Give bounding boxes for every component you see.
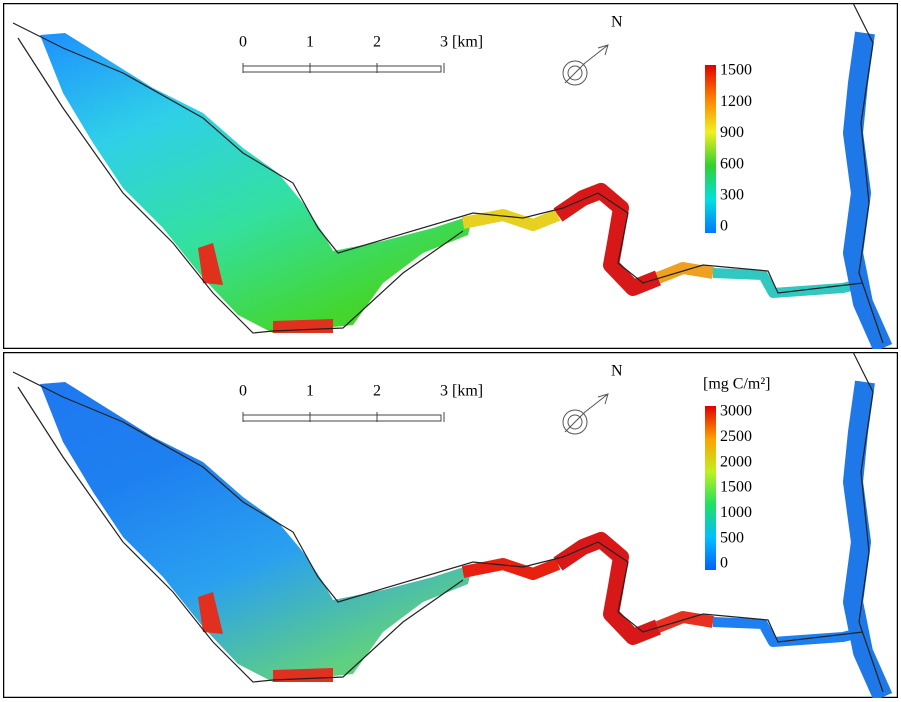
map-panel: 0 1 2 3 [km] N [mg C/m²] 3000 2500 2000 1500 1000 5… — [3, 352, 898, 698]
colorbar — [705, 406, 716, 570]
lake — [40, 33, 473, 333]
scale-label: 0 — [239, 34, 247, 51]
shoreline — [12, 22, 864, 294]
north-symbol — [562, 60, 588, 86]
colorbar-label: 0 — [720, 218, 728, 235]
hotspot — [198, 243, 223, 285]
scale-label: 3 [km] — [440, 383, 483, 400]
shoreline — [852, 3, 884, 344]
north-label: N — [611, 14, 623, 31]
river — [553, 183, 661, 296]
colorbar-label: 1200 — [720, 93, 752, 110]
north-arrow — [564, 44, 609, 84]
colorbar-label: 2500 — [720, 428, 752, 445]
colorbar-label: 300 — [720, 186, 744, 203]
scale-label: 2 — [373, 34, 381, 51]
river — [461, 209, 561, 231]
colorbar-label: 1500 — [720, 479, 752, 496]
colorbar-label: 2000 — [720, 453, 752, 470]
scale-bar — [242, 414, 442, 422]
river — [461, 558, 561, 580]
scale-label: 0 — [239, 383, 247, 400]
colorbar-label: 1000 — [720, 504, 752, 521]
river — [655, 611, 714, 633]
colorbar-label: 0 — [720, 555, 728, 572]
scale-bar — [242, 65, 442, 73]
colorbar — [705, 65, 716, 233]
north-symbol — [567, 414, 583, 430]
river — [553, 532, 661, 645]
colorbar-label: 900 — [720, 124, 744, 141]
shoreline — [17, 37, 464, 334]
river — [843, 31, 893, 349]
scale-label: 2 — [373, 383, 381, 400]
colorbar-label: 3000 — [720, 403, 752, 420]
north-arrow — [564, 393, 609, 433]
scale-label: 1 — [306, 383, 314, 400]
map-panel: 0 1 2 3 [km] N 1500 1200 900 600 300 0 — [3, 3, 898, 349]
scale-label: 1 — [306, 34, 314, 51]
colorbar-label: 1500 — [720, 62, 752, 79]
scale-label: 3 [km] — [440, 34, 483, 51]
north-symbol — [562, 409, 588, 435]
shoreline — [852, 352, 884, 693]
lake — [40, 382, 473, 682]
colorbar-label: 600 — [720, 155, 744, 172]
shoreline — [17, 386, 464, 683]
colorbar-unit: [mg C/m²] — [703, 376, 770, 393]
north-symbol — [567, 65, 583, 81]
shoreline — [12, 371, 864, 643]
river — [655, 262, 714, 284]
hotspot — [198, 592, 223, 634]
north-label: N — [611, 363, 623, 380]
colorbar-label: 500 — [720, 529, 744, 546]
river — [843, 380, 893, 698]
